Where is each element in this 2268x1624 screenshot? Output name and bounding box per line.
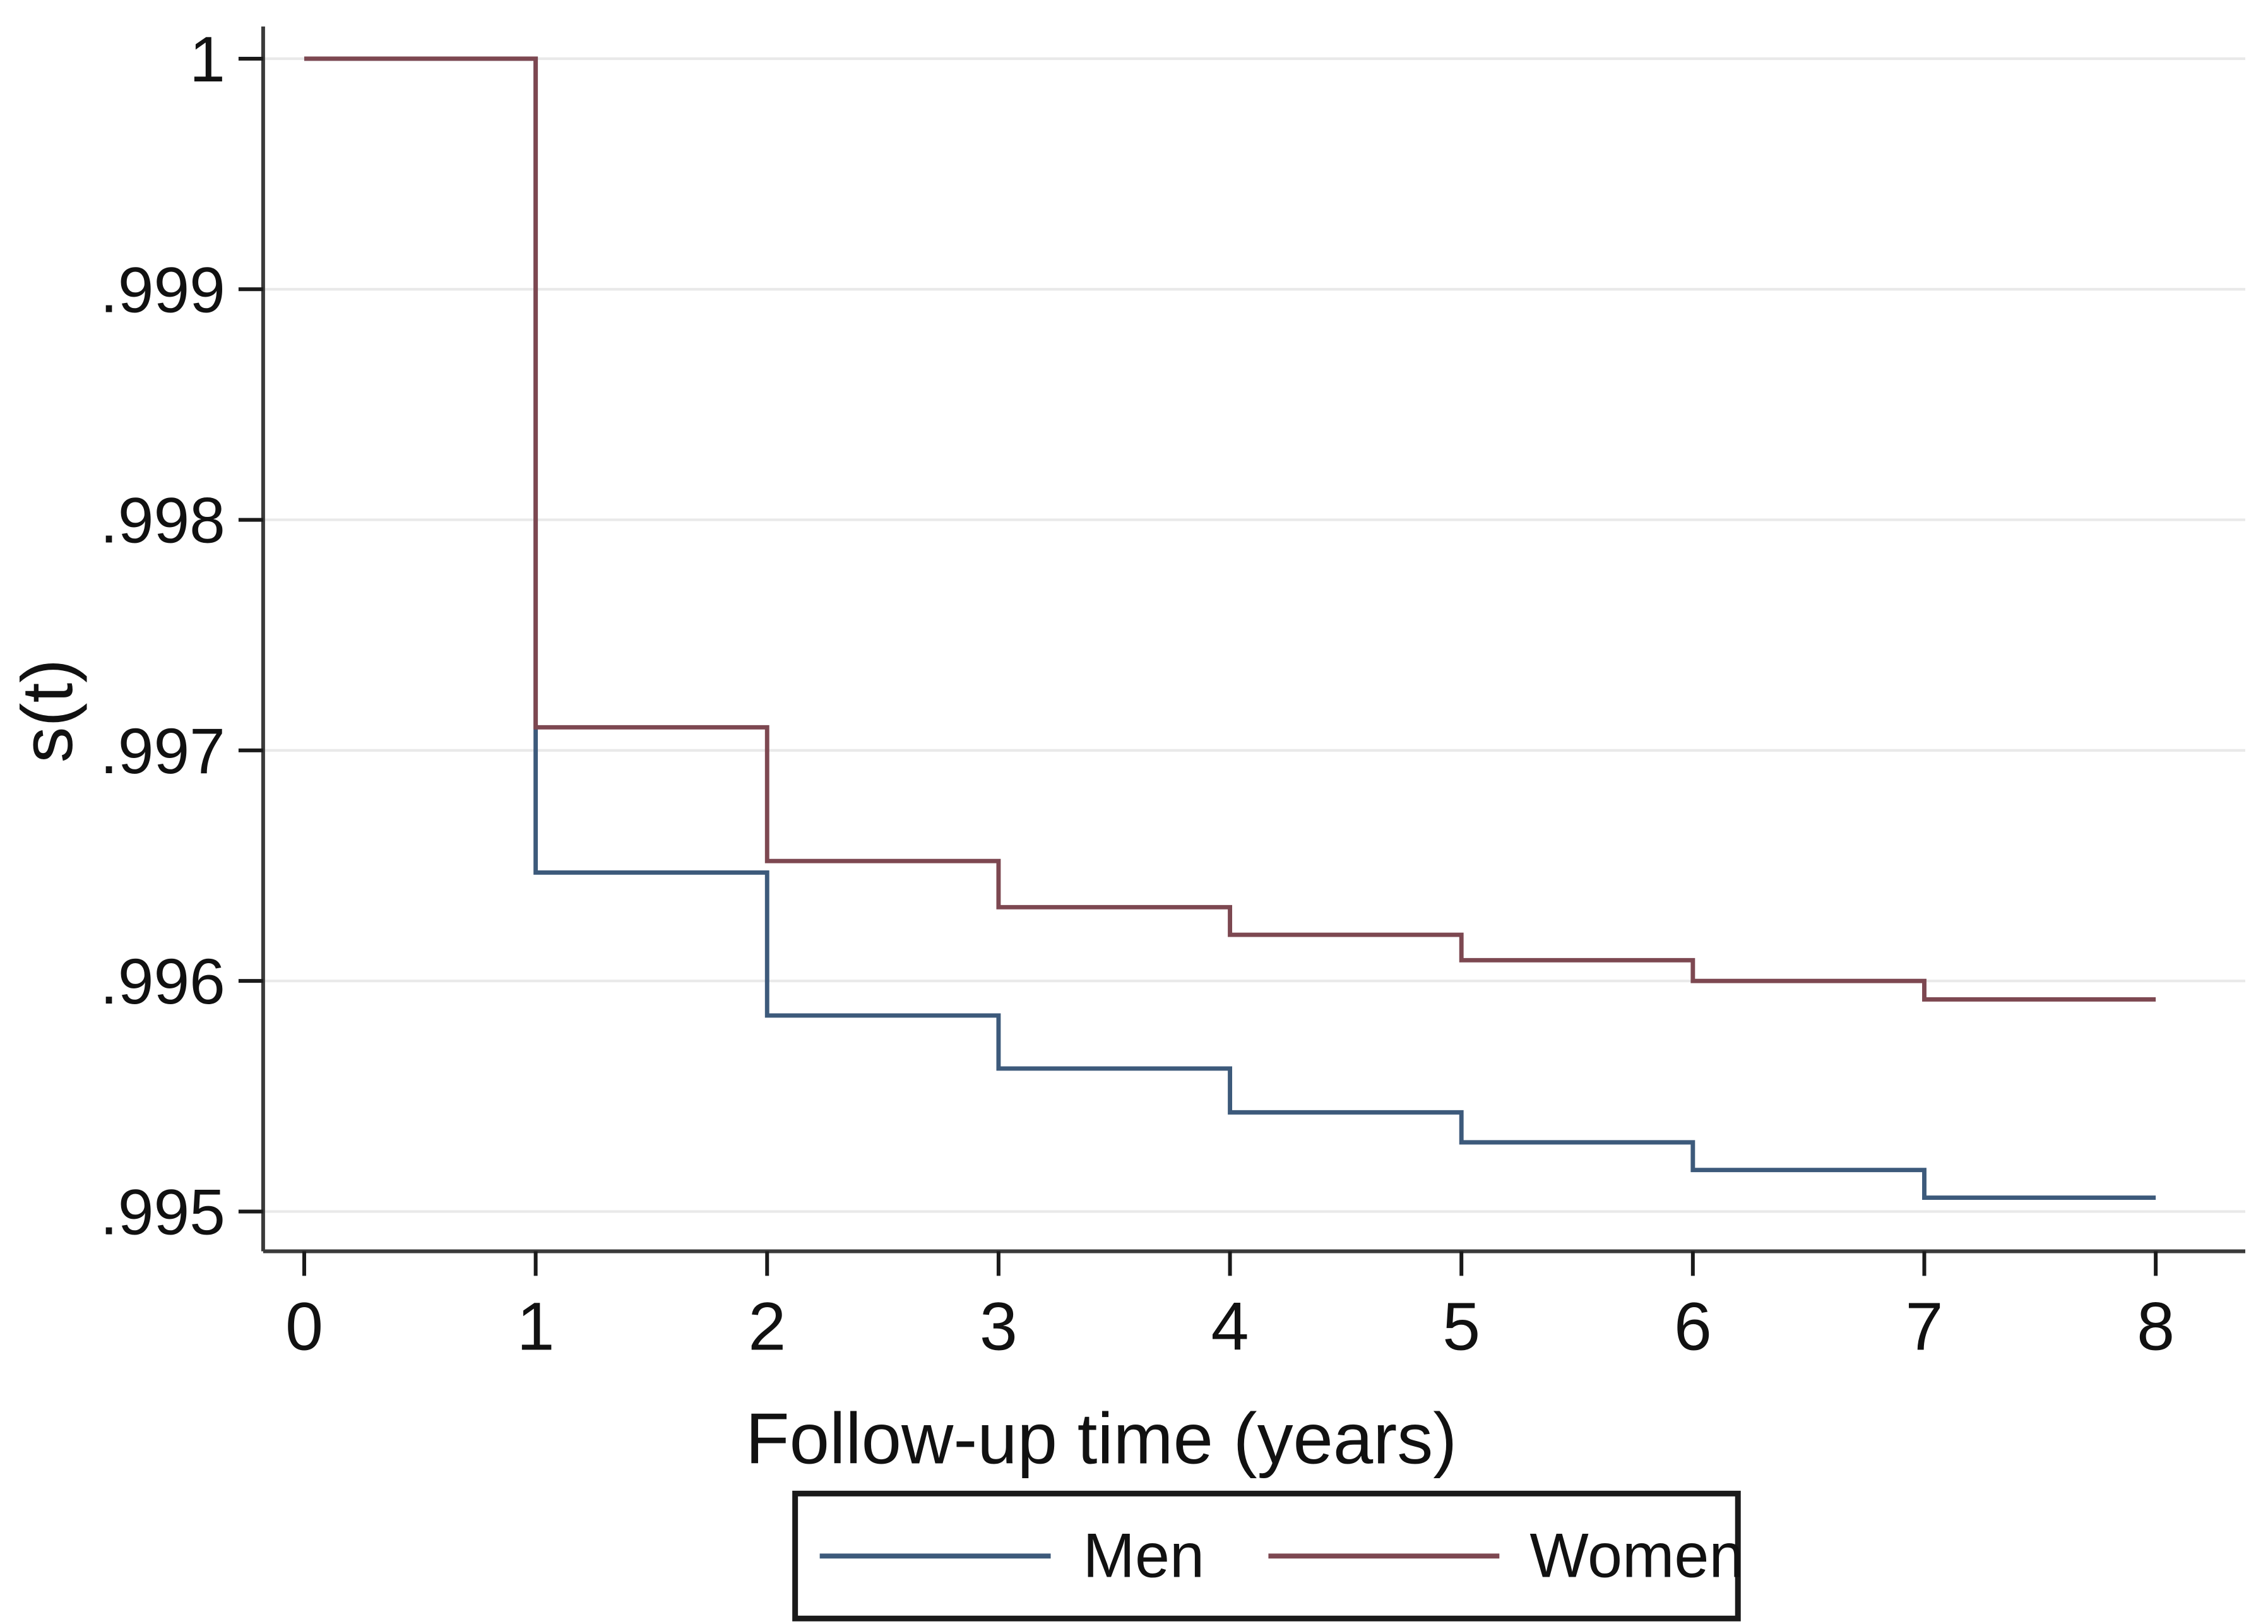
y-tick-label: .995 <box>100 1176 225 1248</box>
x-tick-label: 5 <box>1442 1288 1480 1364</box>
legend-label-women: Women <box>1529 1520 1743 1590</box>
y-tick-label: .996 <box>100 945 225 1017</box>
legend-label-men: Men <box>1083 1520 1205 1590</box>
y-tick-label: .998 <box>100 485 225 557</box>
x-tick-label: 2 <box>748 1288 786 1364</box>
x-tick-label: 3 <box>980 1288 1018 1364</box>
y-tick-label: .997 <box>100 715 225 787</box>
x-tick-label: 6 <box>1674 1288 1712 1364</box>
y-tick-label: 1 <box>189 23 225 95</box>
series-line-women <box>304 56 2156 1002</box>
series-line-men <box>304 56 2156 1200</box>
y-axis-title: s(t) <box>8 659 88 763</box>
x-tick-label: 1 <box>517 1288 555 1364</box>
y-tick-label: .999 <box>100 254 225 326</box>
x-tick-label: 7 <box>1905 1288 1943 1364</box>
x-tick-label: 0 <box>285 1288 323 1364</box>
x-tick-label: 4 <box>1211 1288 1249 1364</box>
x-tick-label: 8 <box>2137 1288 2175 1364</box>
x-axis-title: Follow-up time (years) <box>745 1399 1457 1479</box>
